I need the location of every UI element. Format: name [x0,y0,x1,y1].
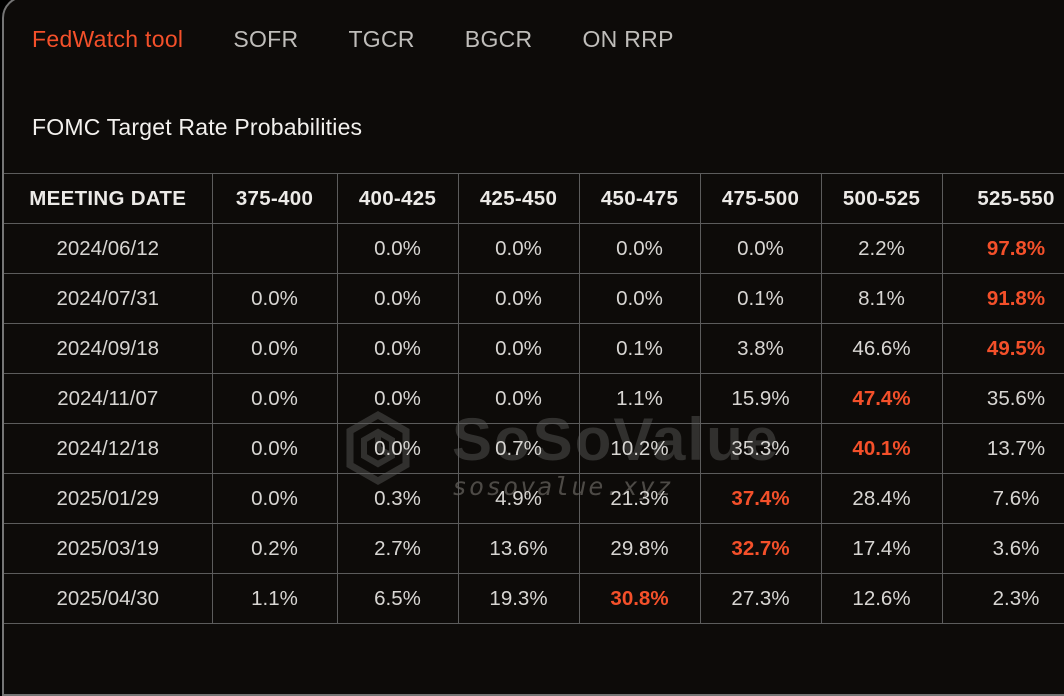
meeting-date-cell: 2024/12/18 [4,423,213,474]
meeting-date-cell: 2025/04/30 [4,573,213,624]
tab-bar: FedWatch tool SOFR TGCR BGCR ON RRP [4,0,1064,54]
probability-cell: 2.3% [941,573,1064,624]
probability-cell: 0.0% [699,223,822,274]
probability-cell: 2.2% [820,223,943,274]
probability-cell: 0.0% [211,373,338,424]
probability-cell: 6.5% [336,573,459,624]
tab-on-rrp[interactable]: ON RRP [582,26,674,52]
probability-cell: 1.1% [211,573,338,624]
probability-cell: 0.0% [336,423,459,474]
probability-cell: 0.0% [211,323,338,374]
meeting-date-cell: 2025/01/29 [4,473,213,524]
column-header-475-500: 475-500 [699,173,822,224]
probability-cell-highlighted: 30.8% [578,573,701,624]
probability-cell-highlighted: 37.4% [699,473,822,524]
table-row: 2024/09/18 0.0% 0.0% 0.0% 0.1% 3.8% 46.6% 49.5% [4,323,1064,374]
probability-cell: 0.0% [578,273,701,324]
probability-cell: 10.2% [578,423,701,474]
probability-cell: 0.0% [578,223,701,274]
probability-cell: 19.3% [457,573,580,624]
tab-bgcr[interactable]: BGCR [464,26,533,52]
probability-cell: 0.7% [457,423,580,474]
probability-cell: 1.1% [578,373,701,424]
probability-cell: 27.3% [699,573,822,624]
tab-fedwatch-tool[interactable]: FedWatch tool [32,26,184,52]
meeting-date-cell: 2024/06/12 [4,223,213,274]
probability-cell: 0.0% [336,373,459,424]
probability-cell: 35.3% [699,423,822,474]
table-row: 2025/04/30 1.1% 6.5% 19.3% 30.8% 27.3% 12.6% 2.… [4,573,1064,624]
probability-cell: 46.6% [820,323,943,374]
probability-cell: 0.1% [699,273,822,324]
probability-cell: 7.6% [941,473,1064,524]
probability-cell: 8.1% [820,273,943,324]
table-row: 2024/06/12 0.0% 0.0% 0.0% 0.0% 2.2% 97.8% [4,223,1064,274]
probability-cell: 0.0% [457,273,580,324]
probability-cell: 0.0% [457,323,580,374]
probability-cell: 17.4% [820,523,943,574]
probability-cell: 0.0% [211,423,338,474]
table-row: 2024/12/18 0.0% 0.0% 0.7% 10.2% 35.3% 40.1% 13.… [4,423,1064,474]
column-header-525-550: 525-550 [941,173,1064,224]
tab-tgcr[interactable]: TGCR [348,26,415,52]
probability-cell: 2.7% [336,523,459,574]
probability-cell: 3.8% [699,323,822,374]
column-header-400-425: 400-425 [336,173,459,224]
probability-cell: 4.9% [457,473,580,524]
probability-cell-highlighted: 32.7% [699,523,822,574]
probability-cell: 29.8% [578,523,701,574]
probability-cell: 21.3% [578,473,701,524]
probability-cell-highlighted: 40.1% [820,423,943,474]
column-header-375-400: 375-400 [211,173,338,224]
table-row: 2025/01/29 0.0% 0.3% 4.9% 21.3% 37.4% 28.4% 7.6… [4,473,1064,524]
probability-cell: 0.0% [211,273,338,324]
column-header-425-450: 425-450 [457,173,580,224]
column-header-meeting-date: MEETING DATE [4,173,213,224]
table-header-row: MEETING DATE 375-400 400-425 425-450 450… [4,173,1064,224]
meeting-date-cell: 2024/11/07 [4,373,213,424]
probability-cell: 13.7% [941,423,1064,474]
probability-cell: 28.4% [820,473,943,524]
probability-cell: 15.9% [699,373,822,424]
probability-cell: 0.0% [336,273,459,324]
table-row: 2024/07/31 0.0% 0.0% 0.0% 0.0% 0.1% 8.1% 91.8% [4,273,1064,324]
meeting-date-cell: 2024/09/18 [4,323,213,374]
tab-sofr[interactable]: SOFR [233,26,299,52]
probability-cell-highlighted: 47.4% [820,373,943,424]
probability-cell: 0.0% [336,223,459,274]
page-title: FOMC Target Rate Probabilities [32,114,363,140]
probability-cell-highlighted: 91.8% [941,273,1064,324]
probability-cell: 0.0% [336,323,459,374]
probability-cell: 35.6% [941,373,1064,424]
probability-cell [211,223,338,274]
meeting-date-cell: 2024/07/31 [4,273,213,324]
probability-cell: 0.1% [578,323,701,374]
meeting-date-cell: 2025/03/19 [4,523,213,574]
probability-cell: 3.6% [941,523,1064,574]
probability-cell-highlighted: 49.5% [941,323,1064,374]
probability-cell: 0.0% [211,473,338,524]
column-header-450-475: 450-475 [578,173,701,224]
column-header-500-525: 500-525 [820,173,943,224]
probability-cell: 0.0% [457,373,580,424]
table-row: 2025/03/19 0.2% 2.7% 13.6% 29.8% 32.7% 17.4% 3.… [4,523,1064,574]
probability-cell: 0.2% [211,523,338,574]
probability-cell: 13.6% [457,523,580,574]
probability-cell-highlighted: 97.8% [941,223,1064,274]
probability-cell: 0.0% [457,223,580,274]
table-row: 2024/11/07 0.0% 0.0% 0.0% 1.1% 15.9% 47.4% 35.6… [4,373,1064,424]
fomc-probability-table: MEETING DATE 375-400 400-425 425-450 450… [4,173,1064,624]
probability-cell: 12.6% [820,573,943,624]
probability-cell: 0.3% [336,473,459,524]
